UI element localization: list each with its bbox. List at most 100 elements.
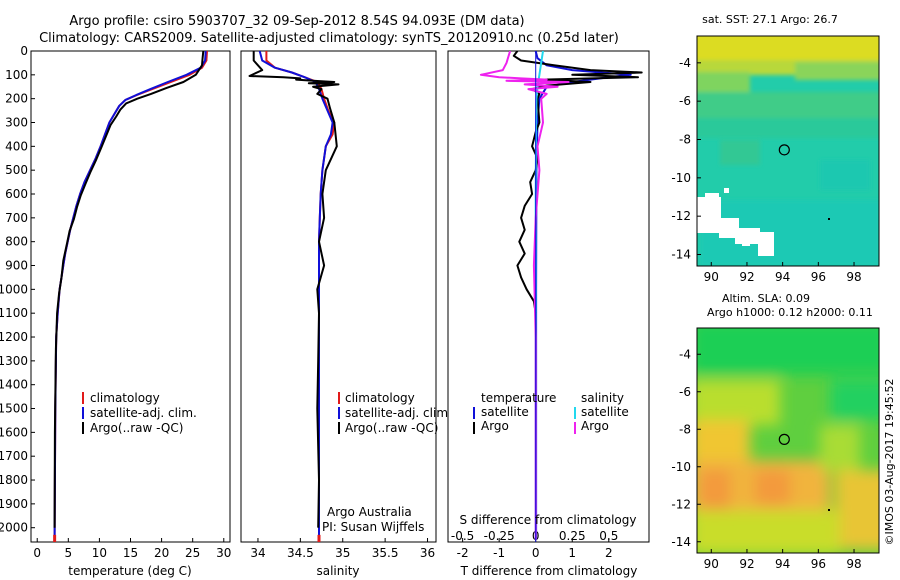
legend-argo-label: Argo(..raw -QC) bbox=[90, 421, 183, 435]
temperature-legend: climatology satellite-adj. clim. Argo(..… bbox=[82, 391, 197, 435]
x-tick-label: 15 bbox=[123, 546, 138, 560]
difference-axes bbox=[447, 50, 650, 543]
legend-climatology-label: climatology bbox=[90, 391, 160, 405]
sst-cloud-mask bbox=[697, 188, 774, 256]
map-y-tick-label: -6 bbox=[679, 94, 691, 108]
legend-satellite-label: satellite-adj. clim. bbox=[90, 406, 197, 420]
imos-timestamp: ©IMOS 03-Aug-2017 19:45:52 bbox=[883, 379, 896, 546]
map-y-tick-label: -12 bbox=[671, 497, 691, 511]
depth-tick-label: 1500 bbox=[0, 402, 28, 416]
difference-profiles bbox=[479, 51, 643, 542]
depth-tick-label: 300 bbox=[5, 116, 28, 130]
series-argo-raw-qc- bbox=[53, 51, 205, 528]
s-diff-tick-label: -0.5 bbox=[451, 529, 474, 543]
depth-tick-label: 1700 bbox=[0, 449, 28, 463]
depth-tick-label: 2000 bbox=[0, 521, 28, 535]
legend-salinity-heading: salinity bbox=[581, 391, 624, 405]
x-tick-label: 10 bbox=[92, 546, 107, 560]
depth-tick-label: 900 bbox=[5, 259, 28, 273]
x-tick-label: 0 bbox=[33, 546, 41, 560]
credit-line1: Argo Australia bbox=[327, 505, 412, 519]
sla-map: Altim. SLA: 0.09 Argo h1000: 0.12 h2000:… bbox=[671, 292, 880, 571]
map-x-tick-label: 96 bbox=[811, 270, 826, 284]
x-tick-label: 25 bbox=[185, 546, 200, 560]
map-x-tick-label: 98 bbox=[846, 270, 861, 284]
series-salinity-argo bbox=[479, 51, 570, 540]
salinity-xlabel: salinity bbox=[316, 564, 359, 578]
legend-s-satellite-label: satellite bbox=[581, 405, 629, 419]
temperature-panel: 0100200300400500600700800900100011001200… bbox=[0, 44, 231, 578]
x-tick-label: 20 bbox=[154, 546, 169, 560]
salinity-x-axis: 34 34.5 35 35.5 36 bbox=[250, 538, 435, 560]
salinity-legend: climatology satellite-adj. clim. Argo(..… bbox=[338, 391, 452, 435]
depth-tick-label: 1400 bbox=[0, 378, 28, 392]
series-argo-raw-qc- bbox=[248, 51, 340, 528]
legend-s-argo-label: Argo bbox=[581, 419, 609, 433]
t-difference-xlabel: T difference from climatology bbox=[460, 564, 638, 578]
sst-map-frame bbox=[696, 35, 880, 267]
depth-tick-label: 700 bbox=[5, 211, 28, 225]
map-y-tick-label: -14 bbox=[671, 535, 691, 549]
map-x-tick-label: 98 bbox=[846, 557, 861, 571]
map-x-tick-label: 94 bbox=[775, 270, 790, 284]
map-x-tick-label: 96 bbox=[811, 557, 826, 571]
salinity-axes bbox=[240, 50, 437, 543]
depth-tick-label: 1000 bbox=[0, 282, 28, 296]
sla-map-title2: Argo h1000: 0.12 h2000: 0.11 bbox=[707, 306, 873, 319]
map-y-tick-label: -14 bbox=[671, 248, 691, 262]
depth-tick-label: 1100 bbox=[0, 306, 28, 320]
map-y-tick-label: -8 bbox=[679, 422, 691, 436]
depth-tick-label: 0 bbox=[20, 44, 28, 58]
depth-tick-label: 1200 bbox=[0, 330, 28, 344]
depth-tick-label: 800 bbox=[5, 235, 28, 249]
depth-tick-label: 500 bbox=[5, 163, 28, 177]
sst-map-title: sat. SST: 27.1 Argo: 26.7 bbox=[702, 13, 838, 26]
salinity-panel: 34 34.5 35 35.5 36 salinity climatology sate… bbox=[240, 50, 452, 578]
difference-legend: temperature satellite Argo salinity sate… bbox=[473, 391, 629, 434]
s-difference-x-axis: -0.5-0.2500.250.5 bbox=[451, 529, 618, 543]
depth-tick-label: 600 bbox=[5, 187, 28, 201]
map-x-tick-label: 92 bbox=[739, 270, 754, 284]
map-x-tick-label: 92 bbox=[739, 557, 754, 571]
sla-map-title1: Altim. SLA: 0.09 bbox=[722, 292, 810, 305]
legend-t-argo-label: Argo bbox=[481, 419, 509, 433]
s-diff-tick-label: 0.25 bbox=[559, 529, 586, 543]
island-dot bbox=[828, 218, 830, 220]
map-y-tick-label: -10 bbox=[671, 460, 691, 474]
s-diff-tick-label: 0.5 bbox=[599, 529, 618, 543]
legend-satellite-label: satellite-adj. clim. bbox=[345, 406, 452, 420]
legend-t-satellite-label: satellite bbox=[481, 405, 529, 419]
depth-tick-label: 100 bbox=[5, 68, 28, 82]
figure-title-line1: Argo profile: csiro 5903707_32 09-Sep-20… bbox=[69, 14, 524, 29]
map-y-tick-label: -4 bbox=[679, 347, 691, 361]
profile-location-marker bbox=[778, 433, 790, 445]
figure-title-line2: Climatology: CARS2009. Satellite-adjuste… bbox=[39, 31, 619, 46]
sst-field bbox=[697, 36, 879, 266]
depth-tick-label: 400 bbox=[5, 139, 28, 153]
map-y-tick-label: -12 bbox=[671, 209, 691, 223]
s-difference-xlabel: S difference from climatology bbox=[460, 513, 637, 527]
x-tick-label: -1 bbox=[493, 546, 505, 560]
map-y-tick-label: -8 bbox=[679, 133, 691, 147]
depth-tick-label: 200 bbox=[5, 92, 28, 106]
temperature-profiles bbox=[53, 51, 208, 542]
temperature-xlabel: temperature (deg C) bbox=[68, 564, 191, 578]
depth-tick-label: 1900 bbox=[0, 497, 28, 511]
x-tick-label: 36 bbox=[420, 546, 435, 560]
map-y-tick-label: -4 bbox=[679, 56, 691, 70]
x-tick-label: 5 bbox=[64, 546, 72, 560]
temperature-x-axis: 0 5 10 15 20 25 30 bbox=[33, 538, 231, 560]
salinity-profiles bbox=[248, 51, 340, 542]
temperature-axes bbox=[30, 50, 231, 543]
x-tick-label: 35 bbox=[335, 546, 350, 560]
credit-line2: PI: Susan Wijffels bbox=[322, 520, 424, 534]
depth-tick-label: 1800 bbox=[0, 473, 28, 487]
map-y-tick-label: -10 bbox=[671, 171, 691, 185]
sla-map-axes: 90 92 94 96 98 -4 -6 -8 -10 -12 -14 bbox=[671, 347, 861, 571]
sst-map-axes: 90 92 94 96 98 -4 -6 -8 -10 -12 -14 bbox=[671, 56, 861, 284]
x-tick-label: 2 bbox=[605, 546, 613, 560]
sst-map: sat. SST: 27.1 Argo: 26.7 bbox=[671, 13, 880, 284]
map-x-tick-label: 90 bbox=[704, 557, 719, 571]
